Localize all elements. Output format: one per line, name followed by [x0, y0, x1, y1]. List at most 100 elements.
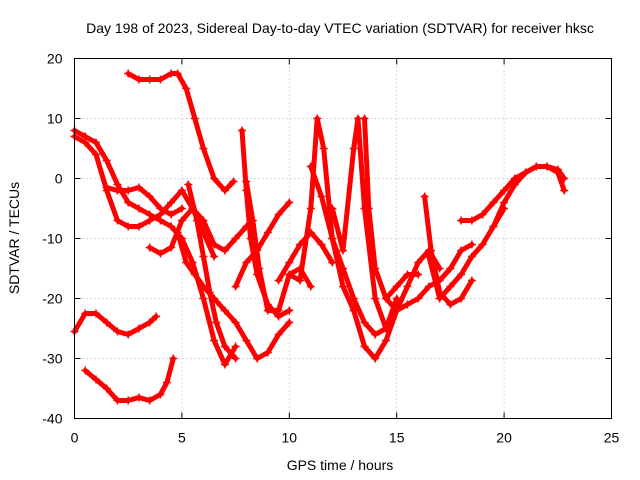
data-point-marker [134, 393, 143, 402]
data-point-marker [446, 282, 455, 291]
data-point-marker [210, 294, 219, 303]
data-point-marker [560, 174, 569, 183]
data-point-marker [199, 144, 208, 153]
data-point-marker [543, 162, 552, 171]
data-point-marker [467, 276, 476, 285]
data-point-marker [124, 330, 133, 339]
data-point-marker [145, 216, 154, 225]
data-point-marker [489, 198, 498, 207]
data-point-marker [162, 378, 171, 387]
data-point-marker [190, 114, 199, 123]
data-point-marker [319, 144, 328, 153]
x-tick-label: 15 [389, 430, 405, 446]
data-point-marker [317, 192, 326, 201]
series-trace-3 [125, 71, 236, 193]
data-point-marker [91, 375, 100, 384]
data-point-marker [403, 282, 412, 291]
data-point-marker [212, 318, 221, 327]
data-point-marker [182, 84, 191, 93]
data-point-marker [446, 300, 455, 309]
data-point-marker [81, 366, 90, 375]
data-point-marker [192, 216, 201, 225]
data-point-marker [231, 234, 240, 243]
series-trace-2 [82, 356, 176, 403]
x-tick-label: 5 [178, 430, 186, 446]
y-tick-label: -10 [42, 231, 62, 247]
data-point-marker [102, 318, 111, 327]
data-point-marker [467, 252, 476, 261]
data-point-marker [113, 396, 122, 405]
data-point-marker [339, 246, 347, 255]
data-traces [70, 69, 569, 405]
data-point-marker [328, 258, 337, 267]
data-point-marker [306, 204, 315, 213]
y-tick-label: -20 [42, 291, 62, 307]
data-point-marker [238, 126, 247, 135]
data-point-marker [263, 306, 272, 315]
data-point-marker [124, 198, 133, 207]
data-point-marker [102, 384, 111, 393]
data-point-marker [231, 282, 240, 291]
data-point-marker [349, 294, 358, 303]
data-point-marker [478, 210, 487, 219]
data-point-marker [156, 390, 165, 399]
x-tick-label: 25 [604, 430, 620, 446]
data-point-marker [360, 318, 369, 327]
data-point-marker [500, 186, 509, 195]
data-point-marker [371, 354, 380, 363]
data-point-marker [102, 183, 111, 192]
data-point-marker [424, 282, 433, 291]
data-point-marker [457, 246, 466, 255]
chart-title: Day 198 of 2023, Sidereal Day-to-day VTE… [86, 20, 594, 36]
data-point-marker [91, 150, 100, 159]
y-tick-label: 10 [47, 111, 63, 127]
data-point-marker [414, 294, 423, 303]
data-point-marker [177, 204, 186, 213]
data-point-marker [184, 180, 193, 189]
data-point-marker [81, 309, 90, 318]
data-point-marker [156, 204, 165, 213]
data-point-marker [134, 204, 143, 213]
data-point-marker [285, 306, 294, 315]
y-tick-label: 20 [47, 51, 63, 67]
y-tick-label: -30 [42, 351, 62, 367]
data-point-marker [102, 156, 111, 165]
data-point-marker [420, 192, 429, 201]
data-point-marker [263, 348, 272, 357]
data-point-marker [349, 306, 358, 315]
data-point-marker [435, 288, 444, 297]
data-point-marker [199, 252, 208, 261]
data-point-marker [173, 228, 182, 237]
data-point-marker [91, 309, 100, 318]
data-point-marker [349, 144, 358, 153]
data-point-marker [220, 342, 229, 351]
data-point-marker [152, 312, 161, 321]
series-trace-14 [286, 116, 357, 313]
data-point-marker [190, 270, 199, 279]
series-trace-22 [458, 164, 567, 223]
x-tick-label: 10 [282, 430, 298, 446]
data-point-marker [167, 210, 176, 219]
data-point-marker [242, 258, 251, 267]
data-point-marker [134, 75, 143, 84]
data-point-marker [182, 258, 191, 267]
data-point-marker [145, 396, 154, 405]
data-point-marker [210, 174, 219, 183]
y-axis-label: SDTVAR / TECUs [6, 182, 22, 294]
data-point-marker [360, 342, 369, 351]
data-point-marker [457, 270, 466, 279]
data-point-marker [296, 240, 305, 249]
data-point-marker [124, 396, 133, 405]
data-point-marker [253, 354, 262, 363]
data-point-marker [220, 306, 229, 315]
data-point-marker [91, 138, 100, 147]
data-point-marker [328, 234, 337, 243]
data-point-marker [169, 354, 178, 363]
data-point-marker [371, 294, 380, 303]
data-point-marker [274, 330, 283, 339]
data-point-marker [124, 69, 133, 78]
data-point-marker [229, 177, 238, 186]
data-point-marker [306, 282, 315, 291]
data-point-marker [167, 243, 176, 252]
